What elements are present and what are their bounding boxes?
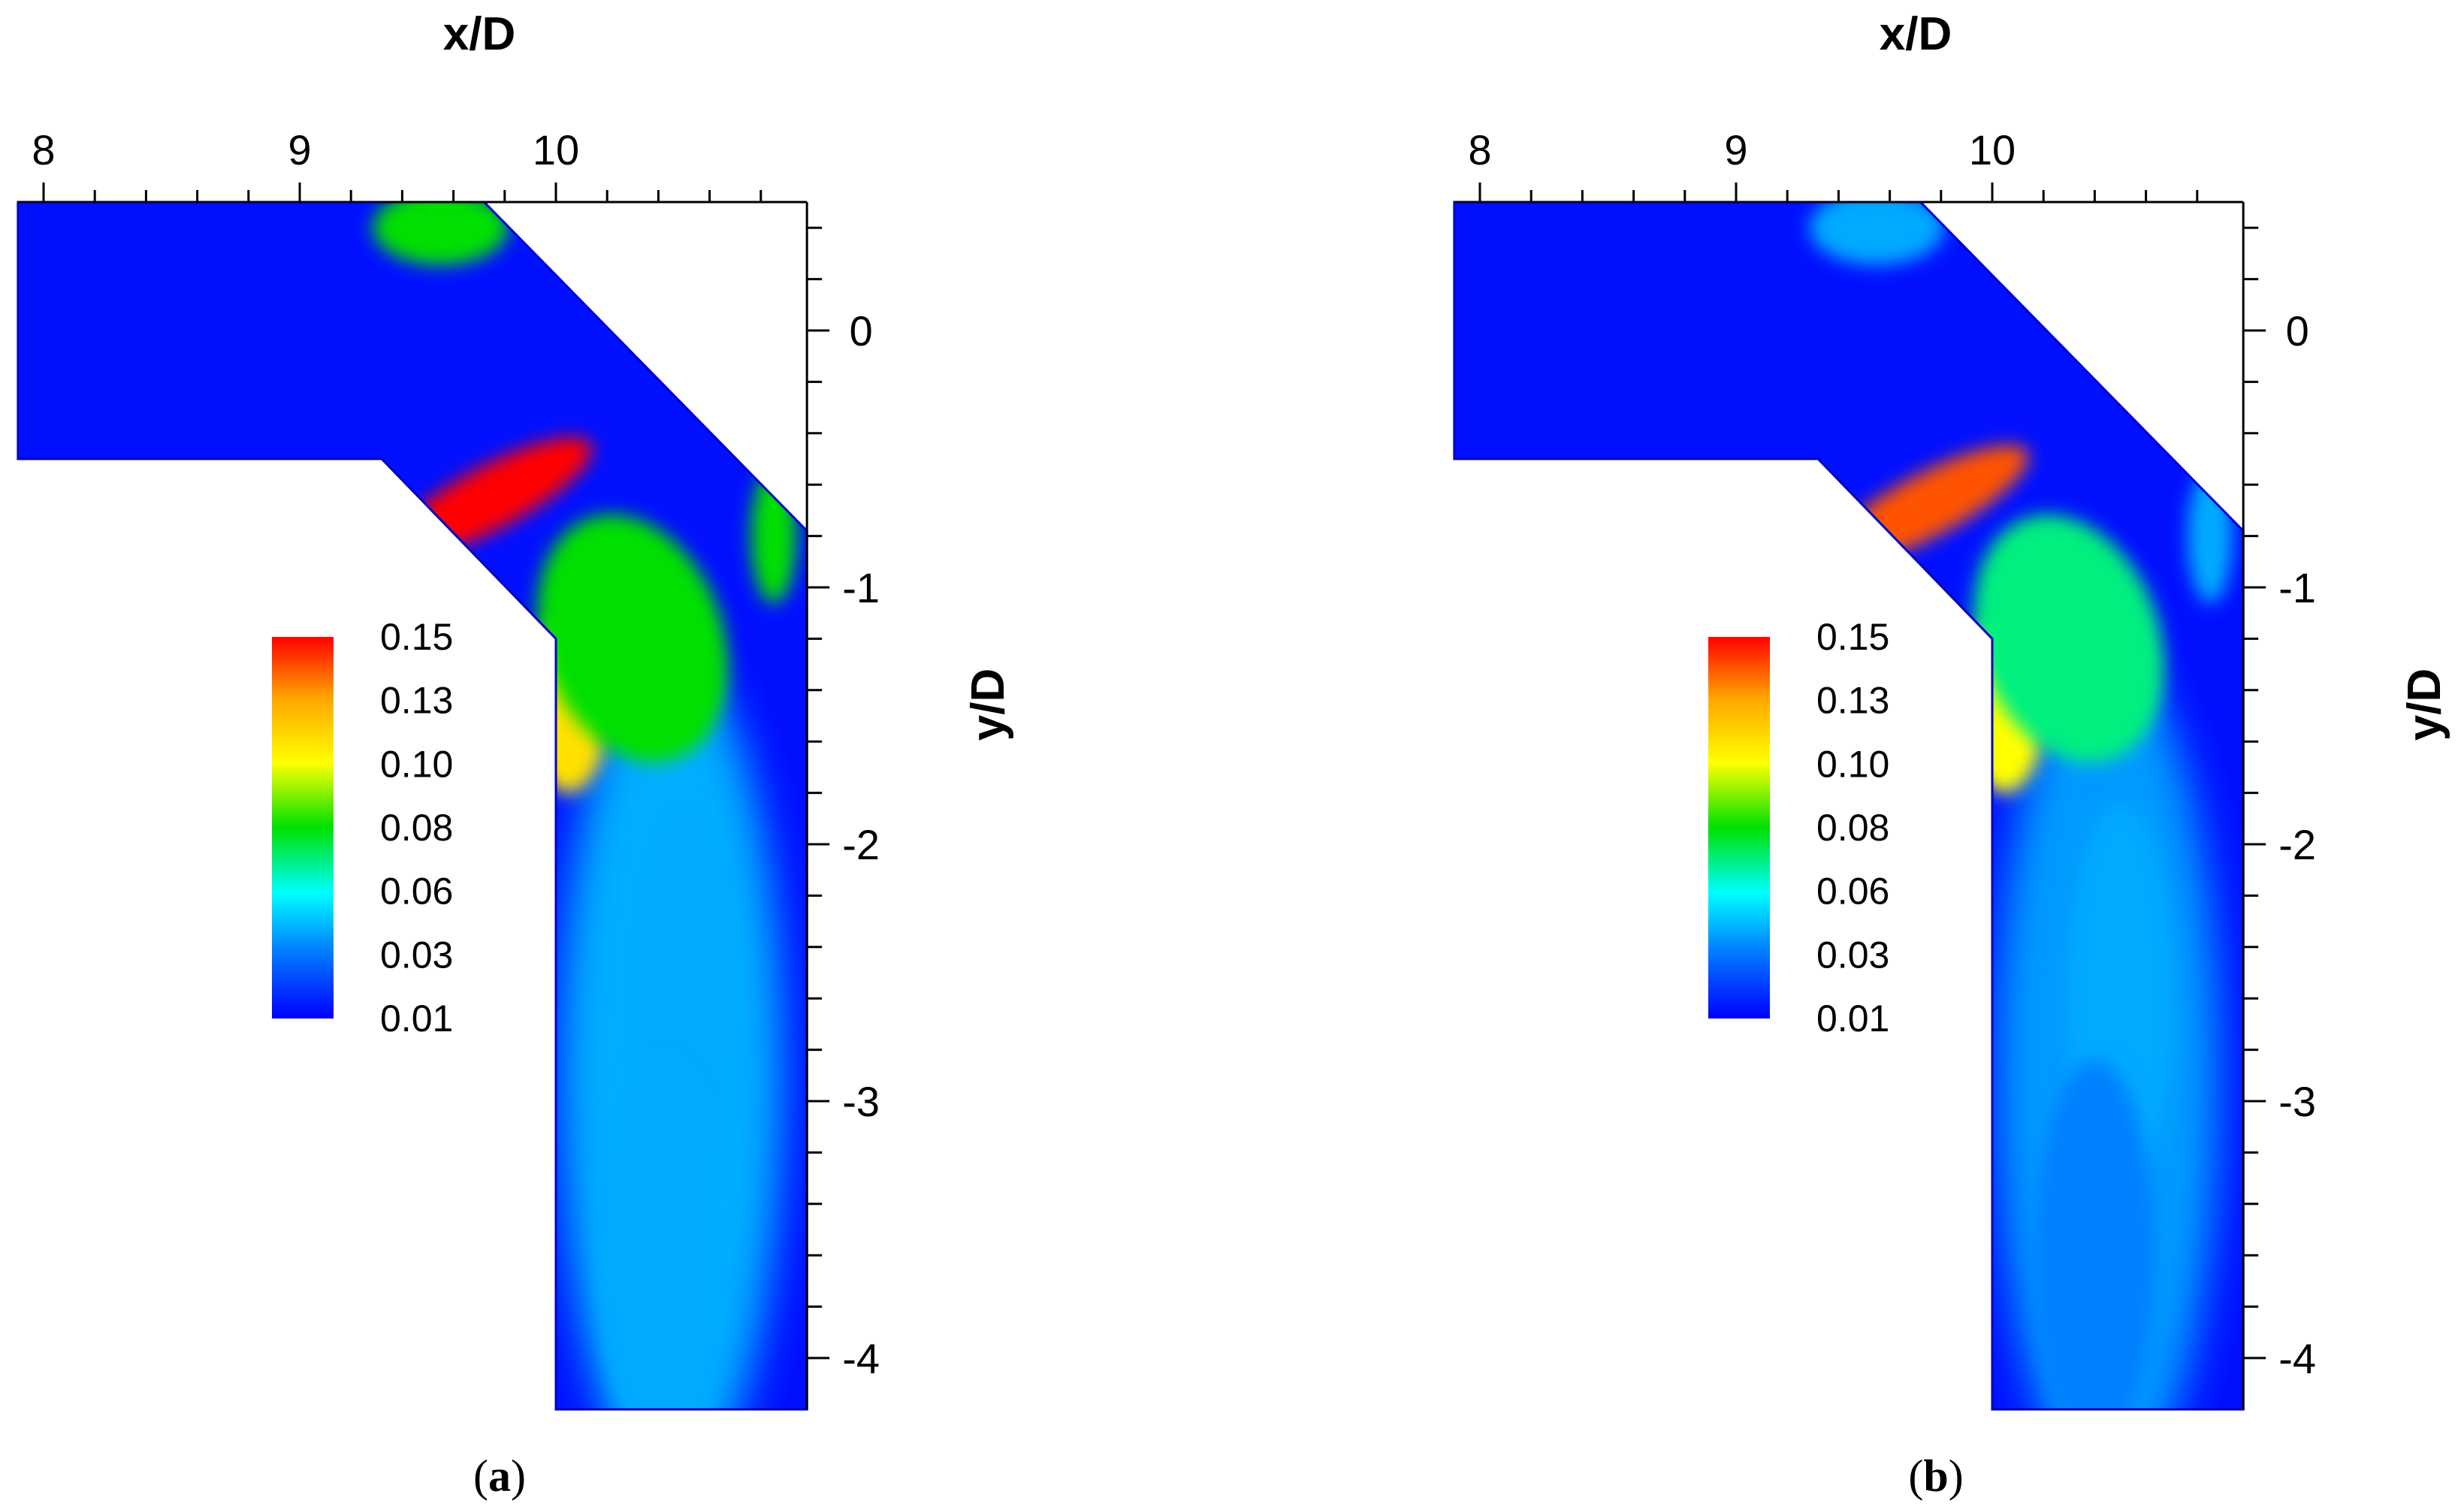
colorbar-label: 0.10 (1816, 743, 1889, 785)
colorbar-label: 0.10 (380, 743, 453, 785)
colorbar-label: 0.08 (1816, 807, 1889, 849)
colorbar (1708, 637, 1770, 1019)
x-axis-title: x/D (443, 8, 515, 60)
colorbar (272, 637, 334, 1019)
duct-outline (17, 201, 808, 1411)
hotspot-3 (373, 202, 509, 266)
y-tick-label: -4 (842, 1335, 880, 1382)
panel-label: (b) (1908, 1451, 1963, 1501)
x-tick-label: 10 (533, 126, 579, 174)
colorbar-label: 0.06 (1816, 871, 1889, 913)
hotspot-6 (598, 1060, 719, 1410)
contour-field (1454, 202, 2244, 1410)
hotspot-6 (2034, 1060, 2155, 1410)
hotspot-3 (1809, 202, 1945, 266)
y-tick-label: 0 (2286, 307, 2309, 355)
duct-outline (1453, 201, 2245, 1411)
colorbar-label: 0.01 (1816, 997, 1889, 1040)
colorbar-label: 0.03 (1816, 934, 1889, 976)
colorbar-label: 0.15 (380, 616, 453, 658)
colorbar-label: 0.03 (380, 934, 453, 976)
y-tick-label: -1 (2278, 564, 2316, 611)
colorbar-label: 0.13 (1816, 680, 1889, 722)
panel-b: 8 9 10 0 -1 -2 -3 -4 x/D y/D 0.15 0.13 0.10 0.08 0.06 0… (1453, 8, 2450, 1501)
colorbar-label: 0.15 (1816, 616, 1889, 658)
colorbar-label: 0.01 (380, 997, 453, 1040)
panel-label: (a) (473, 1451, 526, 1501)
hotspot-2 (537, 515, 729, 763)
x-tick-label: 9 (288, 126, 311, 174)
x-tick-label: 8 (1468, 126, 1491, 174)
colorbar-label: 0.08 (380, 807, 453, 849)
x-axis-title: x/D (1880, 8, 1952, 60)
x-tick-label: 8 (32, 126, 55, 174)
x-tick-label: 9 (1724, 126, 1747, 174)
hotspot-4 (750, 468, 796, 604)
panel-a: 8 9 10 0 -1 -2 -3 -4 x/D y/D 0.15 0.13 0.10 0.08 0.06 0… (17, 8, 1014, 1501)
y-tick-label: -1 (842, 564, 880, 611)
contour-field (17, 202, 808, 1410)
hotspot-4 (2187, 468, 2233, 604)
y-tick-label: 0 (850, 307, 873, 355)
y-tick-label: -4 (2278, 1335, 2316, 1382)
colorbar-label: 0.06 (380, 871, 453, 913)
y-axis-title: y/D (2399, 668, 2450, 741)
colorbar-label: 0.13 (380, 680, 453, 722)
y-tick-label: -3 (842, 1078, 880, 1125)
hotspot-2 (1973, 515, 2165, 763)
x-tick-label: 10 (1969, 126, 2016, 174)
y-tick-label: -2 (842, 821, 880, 868)
y-axis-title: y/D (962, 668, 1014, 741)
y-tick-label: -2 (2278, 821, 2316, 868)
y-tick-label: -3 (2278, 1078, 2316, 1125)
